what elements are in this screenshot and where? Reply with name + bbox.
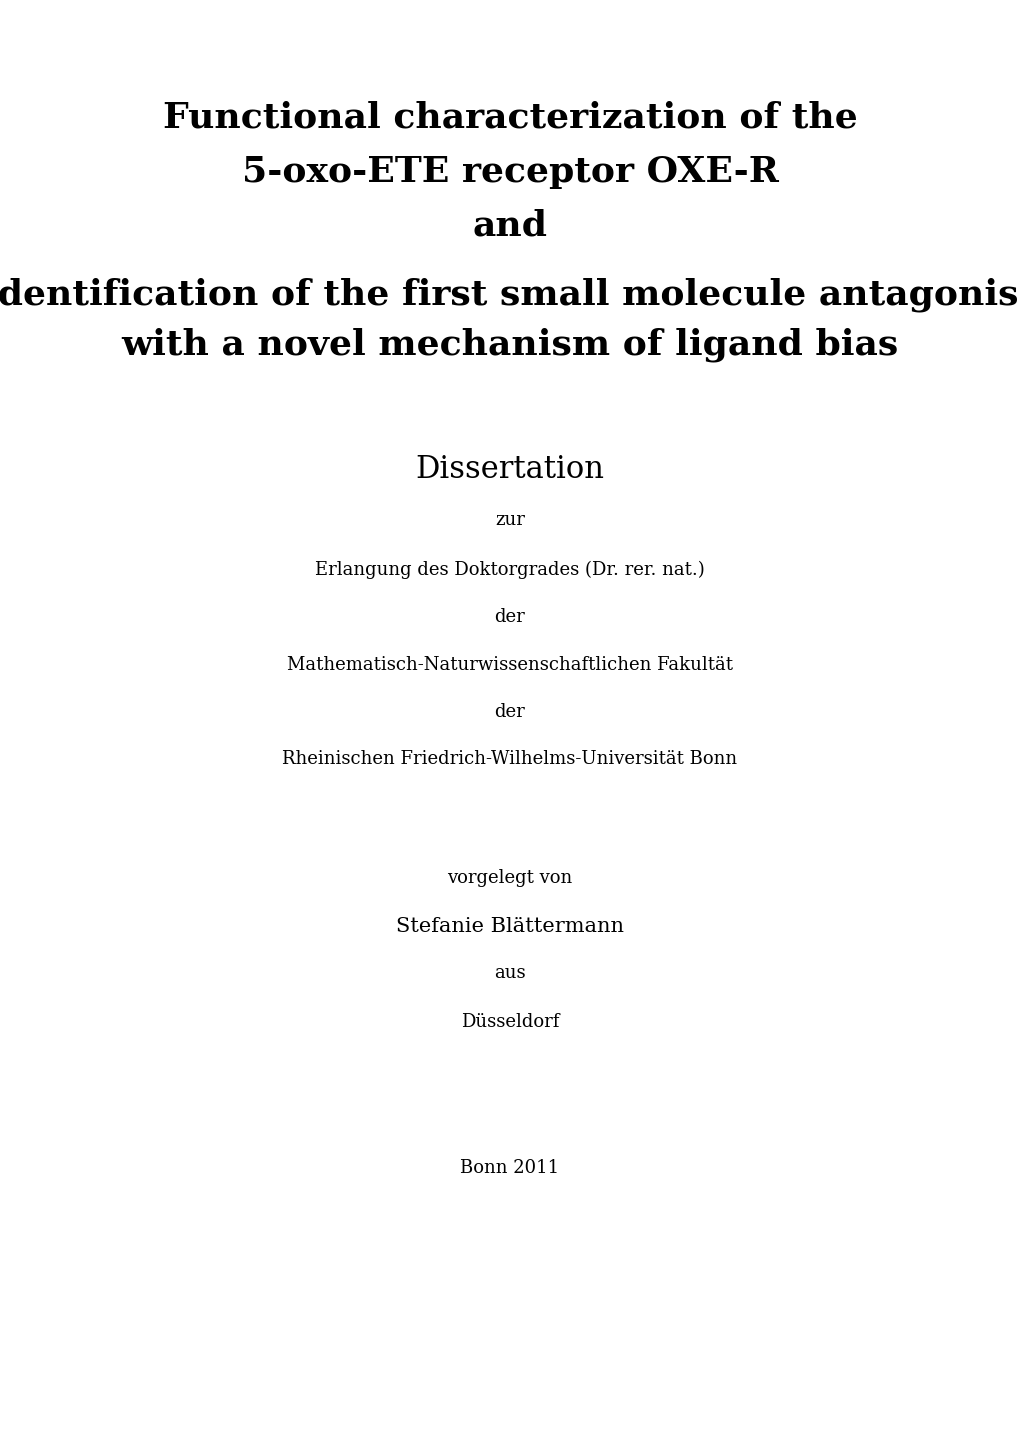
Text: and: and	[472, 209, 547, 244]
Text: zur: zur	[494, 510, 525, 529]
Text: Erlangung des Doktorgrades (Dr. rer. nat.): Erlangung des Doktorgrades (Dr. rer. nat…	[315, 561, 704, 580]
Text: Dissertation: Dissertation	[415, 454, 604, 486]
Text: Rheinischen Friedrich-Wilhelms-Universität Bonn: Rheinischen Friedrich-Wilhelms-Universit…	[282, 750, 737, 769]
Text: identification of the first small molecule antagonist: identification of the first small molecu…	[0, 278, 1019, 313]
Text: vorgelegt von: vorgelegt von	[447, 870, 572, 887]
Text: Düsseldorf: Düsseldorf	[461, 1012, 558, 1031]
Text: der: der	[494, 704, 525, 721]
Text: Mathematisch-Naturwissenschaftlichen Fakultät: Mathematisch-Naturwissenschaftlichen Fak…	[286, 656, 733, 673]
Text: der: der	[494, 609, 525, 626]
Text: aus: aus	[493, 965, 526, 982]
Text: with a novel mechanism of ligand bias: with a novel mechanism of ligand bias	[121, 327, 898, 362]
Text: Stefanie Blättermann: Stefanie Blättermann	[395, 917, 624, 936]
Text: 5-oxo-ETE receptor OXE-R: 5-oxo-ETE receptor OXE-R	[242, 154, 777, 189]
Text: Bonn 2011: Bonn 2011	[460, 1159, 559, 1177]
Text: Functional characterization of the: Functional characterization of the	[162, 101, 857, 136]
